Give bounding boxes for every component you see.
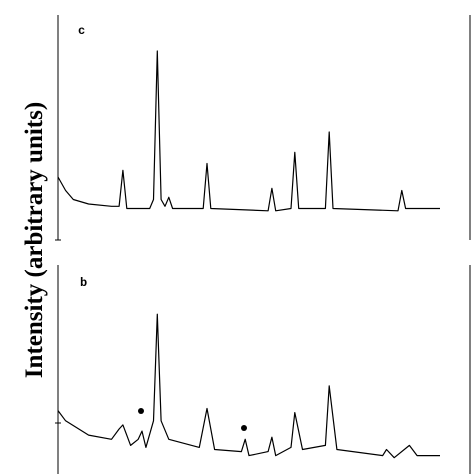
panel-label: c <box>78 24 85 38</box>
phase-marker <box>241 425 247 431</box>
spectrum-line <box>57 50 440 212</box>
plots <box>57 50 440 459</box>
panel-label: b <box>80 276 87 290</box>
phase-marker <box>138 408 144 414</box>
y-axis-label: Intensity (arbitrary units) <box>21 102 48 378</box>
spectrum-line <box>57 313 440 459</box>
